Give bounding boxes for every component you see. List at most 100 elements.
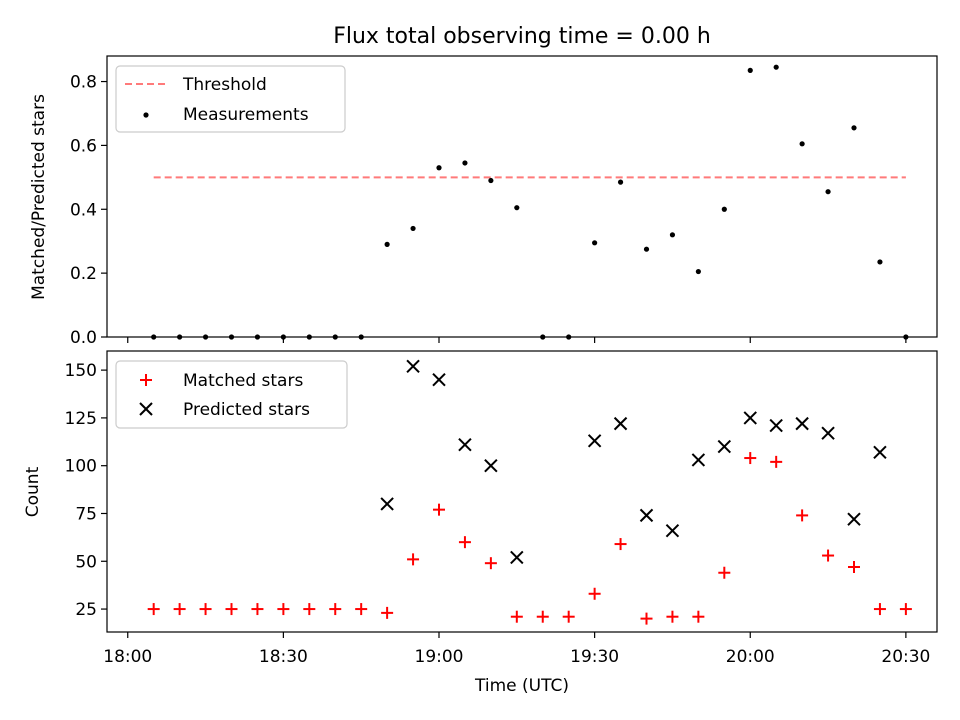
- top-legend: Threshold Measurements: [115, 65, 346, 133]
- predicted-star-point: [380, 497, 394, 511]
- matched-star-point: [510, 610, 523, 623]
- measurements-legend-label: Measurements: [183, 105, 309, 125]
- bottom-y-tick-label: 100: [65, 457, 97, 477]
- top-y-tick-label: 0.2: [70, 264, 97, 284]
- matched-star-point: [899, 603, 912, 616]
- predicted-star-point: [406, 359, 420, 373]
- matched-star-point: [277, 603, 290, 616]
- bottom-y-tick-label: 150: [65, 361, 97, 381]
- matched-star-point: [407, 553, 420, 566]
- predicted-star-point: [873, 445, 887, 460]
- top-y-tick-label: 0.6: [70, 136, 97, 156]
- bottom-y-ticks: 25 50 75 100 125 150: [65, 361, 107, 620]
- measurement-point: [643, 246, 650, 252]
- predicted-star-point: [717, 439, 732, 454]
- matched-star-point: [251, 603, 264, 616]
- predicted-star-point: [769, 418, 783, 433]
- predicted-star-point: [458, 437, 472, 452]
- matched-star-point: [536, 610, 549, 623]
- top-y-axis-label: Matched/Predicted stars: [29, 94, 49, 300]
- predicted-star-point: [665, 523, 680, 538]
- matched-star-point: [744, 452, 757, 465]
- top-y-tick-label: 0.0: [70, 328, 97, 348]
- x-tick-label: 18:00: [103, 647, 152, 667]
- predicted-star-point: [510, 550, 524, 565]
- predicted-star-point: [691, 453, 706, 467]
- matched-star-point: [173, 603, 186, 616]
- x-tick-label: 20:00: [726, 647, 775, 667]
- measurement-point: [384, 241, 390, 247]
- measurement-point: [773, 64, 779, 70]
- x-tick-label: 19:30: [570, 647, 619, 667]
- measurement-point: [410, 225, 416, 232]
- matched-star-point: [588, 587, 601, 600]
- top-x-ticks: [127, 337, 907, 343]
- matched-legend-label: Matched stars: [183, 371, 303, 391]
- matched-star-point: [718, 566, 731, 579]
- matched-star-point: [303, 603, 316, 616]
- measurements-legend-swatch: [143, 112, 149, 118]
- matched-star-point: [666, 610, 679, 623]
- measurement-point: [488, 177, 494, 184]
- bottom-y-tick-label: 50: [75, 552, 97, 572]
- x-axis-label: Time (UTC): [474, 676, 569, 696]
- x-tick-label: 18:30: [259, 647, 308, 667]
- matched-star-point: [562, 610, 575, 623]
- predicted-star-point: [821, 426, 835, 440]
- predicted-star-point: [795, 416, 809, 431]
- bottom-legend: Matched stars Predicted stars: [115, 360, 348, 429]
- matched-star-point: [822, 549, 835, 562]
- top-legend-box: [115, 65, 346, 133]
- matched-star-point: [796, 509, 809, 522]
- bottom-y-tick-label: 125: [65, 409, 97, 429]
- matched-star-point: [484, 557, 497, 570]
- top-y-tick-label: 0.4: [70, 200, 97, 220]
- measurement-point: [617, 179, 624, 185]
- matched-legend-swatch: [140, 374, 152, 386]
- matched-star-point: [614, 538, 627, 551]
- measurement-point: [851, 125, 857, 131]
- matched-star-point: [147, 603, 160, 616]
- chart-title: Flux total observing time = 0.00 h: [333, 24, 711, 49]
- top-y-tick-label: 0.8: [70, 73, 97, 93]
- bottom-legend-box: [115, 360, 348, 429]
- measurement-point: [799, 141, 805, 147]
- matched-star-point: [640, 612, 653, 625]
- measurement-point: [747, 67, 753, 73]
- bottom-y-axis-label: Count: [23, 466, 43, 517]
- matched-star-point: [381, 606, 394, 619]
- predicted-star-point: [587, 434, 602, 448]
- measurement-point: [695, 268, 701, 275]
- measurement-point: [514, 205, 520, 211]
- predicted-star-point: [743, 411, 757, 425]
- measurement-point: [436, 165, 442, 171]
- top-panel: Flux total observing time = 0.00 h Match…: [29, 24, 938, 348]
- measurement-point: [592, 240, 598, 246]
- predicted-star-point: [432, 372, 446, 387]
- matched-star-point: [458, 536, 471, 549]
- predicted-star-point: [484, 458, 498, 473]
- matched-star-point: [433, 503, 445, 516]
- x-tick-label: 20:30: [881, 647, 930, 667]
- measurement-point: [877, 259, 883, 265]
- predicted-stars-series: [380, 359, 887, 565]
- predicted-star-point: [639, 508, 654, 523]
- measurement-point: [669, 232, 676, 238]
- bottom-y-tick-label: 25: [75, 600, 97, 620]
- matched-star-point: [199, 603, 212, 616]
- threshold-legend-label: Threshold: [182, 75, 267, 95]
- matched-star-point: [225, 603, 238, 616]
- matched-stars-series: [147, 452, 912, 625]
- bottom-y-tick-label: 75: [75, 504, 97, 524]
- x-tick-label: 19:00: [415, 647, 464, 667]
- matched-star-point: [329, 603, 342, 616]
- matched-star-point: [355, 603, 368, 616]
- predicted-legend-label: Predicted stars: [183, 400, 310, 420]
- top-plot-frame: [106, 55, 938, 338]
- top-y-ticks: 0.0 0.2 0.4 0.6 0.8: [70, 73, 107, 348]
- predicted-legend-swatch: [139, 402, 153, 416]
- bottom-x-ticks: 18:00 18:30 19:00 19:30 20:00 20:30: [103, 632, 930, 667]
- matched-star-point: [770, 455, 783, 468]
